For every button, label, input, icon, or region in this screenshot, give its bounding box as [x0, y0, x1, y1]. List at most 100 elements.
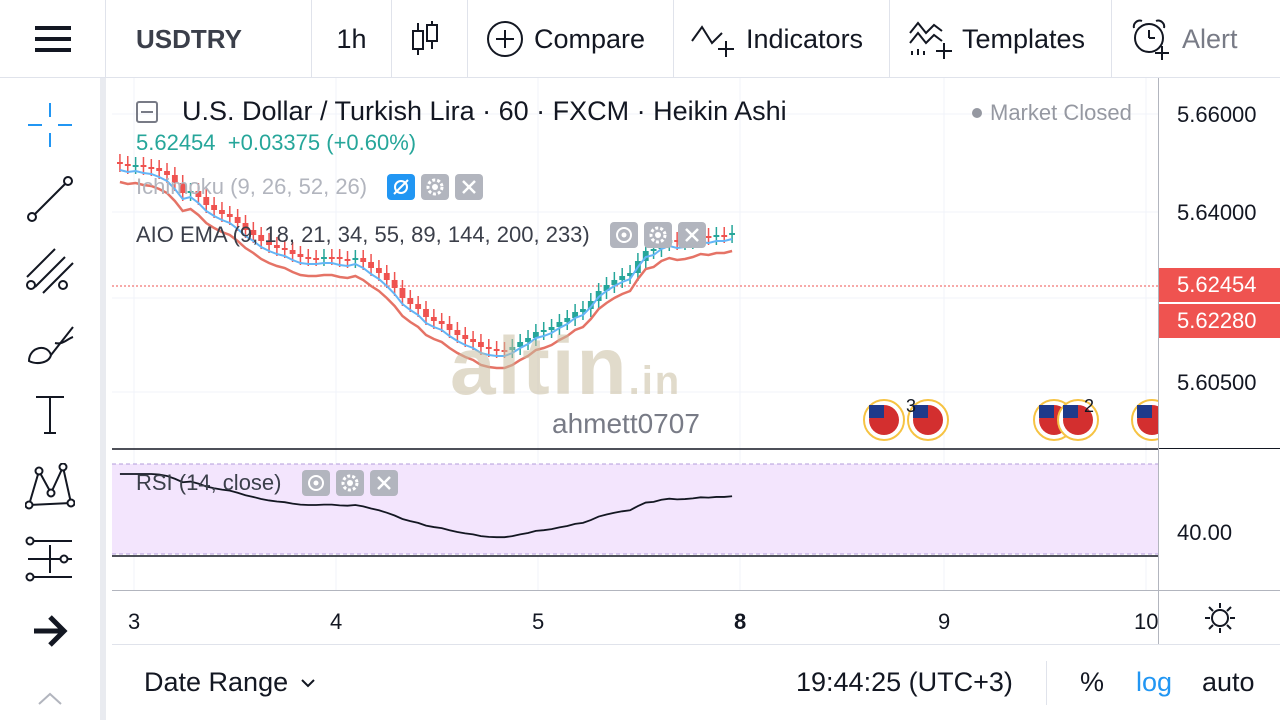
text-icon	[36, 396, 64, 434]
pane-divider	[1159, 448, 1280, 449]
collapse-legend-button[interactable]	[136, 100, 158, 123]
trend-line-tool[interactable]	[0, 164, 100, 234]
percent-scale-toggle[interactable]: %	[1080, 667, 1105, 697]
candle-body	[611, 280, 618, 285]
us-flag-canton	[869, 405, 884, 418]
compare-button[interactable]: Compare	[468, 0, 674, 78]
ema-price-tag: 5.62280	[1159, 304, 1280, 338]
eye-icon	[615, 227, 632, 243]
settings-button[interactable]	[643, 222, 672, 248]
us-flag-canton	[1063, 405, 1078, 418]
pattern-tool[interactable]	[0, 452, 100, 522]
remove-button[interactable]	[677, 222, 706, 248]
time-tick: 9	[938, 609, 951, 634]
hamburger-menu-button[interactable]	[0, 0, 106, 78]
chart-type-button[interactable]	[392, 0, 468, 78]
remove-button[interactable]	[455, 174, 484, 200]
candle-body	[266, 241, 272, 245]
event-count-badge[interactable]: 2	[1084, 396, 1095, 416]
settings-button[interactable]	[335, 470, 364, 496]
show-hide-button[interactable]	[387, 174, 416, 200]
candle-body	[313, 258, 320, 260]
market-status-label: Market Closed	[990, 100, 1132, 125]
brush-tool[interactable]	[0, 310, 100, 380]
settings-button[interactable]	[421, 174, 450, 200]
market-status: Market Closed	[972, 100, 1132, 126]
drawing-toolbar	[0, 78, 106, 720]
candle-body	[211, 205, 218, 210]
candle-body	[478, 342, 484, 347]
symbol-search-button[interactable]: USDTRY	[112, 0, 312, 78]
event-count-badge[interactable]: 3	[906, 396, 917, 416]
candle-body	[713, 235, 720, 237]
candle-body	[344, 259, 351, 261]
interval-button[interactable]: 1h	[312, 0, 392, 78]
candle-body	[501, 350, 508, 352]
watermark-brand: altin	[450, 321, 629, 412]
ichimoku-legend: Ichimoku (9, 26, 52, 26)	[136, 174, 489, 200]
price-chart[interactable]	[112, 78, 1158, 590]
candle-body	[140, 165, 147, 167]
price-axis[interactable]: 5.66000 5.64000 5.60500 5.62454 5.62280 …	[1158, 78, 1280, 590]
divider	[1046, 661, 1047, 705]
candle-body	[556, 322, 563, 327]
symbol-description: U.S. Dollar / Turkish Lira · 60 · FXCM ·…	[182, 96, 787, 126]
auto-scale-toggle[interactable]: auto	[1202, 667, 1255, 697]
us-flag-canton	[913, 405, 928, 418]
chart-pane[interactable]	[112, 78, 1158, 590]
candle-body	[509, 347, 516, 350]
log-scale-toggle[interactable]: log	[1136, 667, 1173, 697]
chevron-up-icon	[38, 692, 62, 705]
watermark-logo: altin.in	[450, 320, 681, 414]
symbol-label: USDTRY	[136, 23, 242, 54]
scroll-up-button[interactable]	[0, 678, 100, 718]
crosshair-icon	[28, 103, 72, 147]
show-hide-button[interactable]	[609, 222, 638, 248]
indicators-button[interactable]: Indicators	[674, 0, 890, 78]
candle-body	[470, 339, 477, 342]
measure-icon	[25, 536, 72, 582]
candle-body	[195, 191, 202, 197]
candle-body	[674, 240, 681, 242]
rsi-name: RSI (14, close)	[136, 470, 282, 495]
candle-body	[423, 309, 429, 317]
date-range-button[interactable]: Date Range	[144, 667, 320, 698]
candle-body	[587, 301, 594, 309]
alert-button[interactable]: Alert	[1112, 0, 1280, 78]
chart-settings-button[interactable]	[1158, 590, 1280, 644]
measure-tool[interactable]	[0, 524, 100, 594]
candle-body	[415, 304, 422, 309]
us-flag-canton	[1137, 405, 1152, 418]
templates-icon	[909, 21, 952, 59]
hide-toolbar-button[interactable]	[0, 596, 100, 666]
show-hide-button[interactable]	[301, 470, 330, 496]
text-tool[interactable]	[0, 380, 100, 450]
remove-button[interactable]	[369, 470, 398, 496]
indicators-label: Indicators	[746, 23, 864, 54]
price-tick: 5.64000	[1177, 200, 1257, 225]
candle-body	[603, 285, 610, 291]
time-tick: 8	[734, 609, 747, 634]
arrow-right-icon	[34, 615, 68, 647]
candle-body	[391, 280, 398, 288]
price-change: +0.03375 (+0.60%)	[227, 130, 417, 155]
close-icon	[462, 180, 477, 194]
candle-body	[517, 342, 524, 347]
candle-body	[258, 235, 265, 241]
candle-body	[580, 309, 586, 312]
candle-body	[132, 165, 139, 167]
crosshair-tool[interactable]	[0, 90, 100, 160]
rsi-legend: RSI (14, close)	[136, 470, 404, 496]
candle-body	[650, 249, 657, 251]
fib-tool[interactable]	[0, 236, 100, 306]
time-axis[interactable]: 3 4 5 8 9 10	[112, 590, 1158, 644]
candle-body	[164, 171, 170, 175]
rsi-line	[119, 473, 733, 539]
pattern-icon	[25, 463, 75, 510]
clock-label[interactable]: 19:44:25 (UTC+3)	[796, 667, 1013, 697]
candle-body	[234, 217, 241, 223]
templates-button[interactable]: Templates	[890, 0, 1112, 78]
price-tick: 5.66000	[1177, 102, 1257, 127]
last-price: 5.62454	[136, 130, 216, 155]
ichimoku-name: Ichimoku (9, 26, 52, 26)	[136, 174, 368, 199]
